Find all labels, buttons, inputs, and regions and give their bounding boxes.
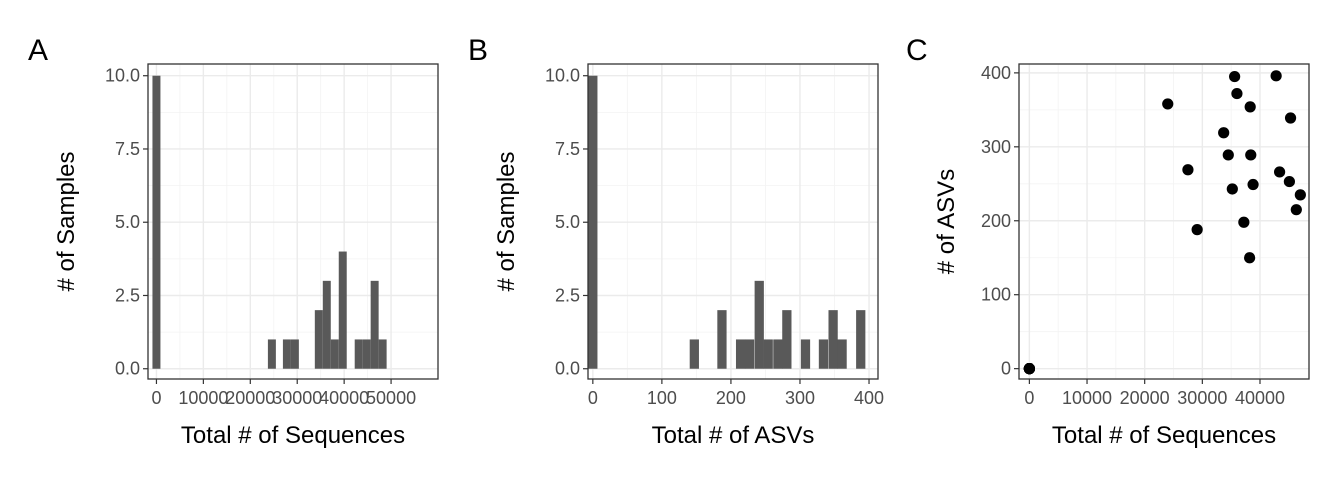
- x-tick-label: 400: [854, 388, 884, 408]
- histogram-bar: [362, 339, 371, 369]
- histogram-bar: [322, 280, 331, 369]
- histogram-bar: [744, 339, 755, 369]
- scatter-point: [1284, 112, 1297, 124]
- panel-border: [587, 63, 879, 380]
- x-tick-label: 10000: [1062, 388, 1112, 408]
- scatter-point: [1244, 252, 1256, 264]
- scatter-point: [1191, 224, 1203, 236]
- histogram-bar: [800, 339, 811, 369]
- y-tick-label: 2.5: [555, 285, 580, 305]
- scatter-point: [1226, 183, 1238, 195]
- x-tick-label: 0: [588, 388, 598, 408]
- scatter-point: [1023, 363, 1035, 375]
- y-tick-label: 5.0: [115, 212, 140, 232]
- histogram-bar: [828, 310, 838, 369]
- histogram-bar: [330, 339, 339, 369]
- scatter-point: [1247, 178, 1259, 191]
- histogram-bar: [354, 339, 363, 369]
- histogram-bar: [735, 339, 746, 369]
- x-tick-label: 20000: [225, 388, 275, 408]
- x-tick-label: 10000: [178, 388, 228, 408]
- histogram-bar: [290, 339, 299, 369]
- x-tick-label: 30000: [1177, 388, 1227, 408]
- y-tick-label: 7.5: [115, 139, 140, 159]
- scatter-point: [1290, 204, 1302, 216]
- histogram-bar: [689, 339, 699, 369]
- y-tick-label: 10.0: [545, 66, 580, 86]
- scatter-point: [1229, 70, 1241, 83]
- histogram-bar: [782, 310, 792, 369]
- x-axis-title: Total # of Sequences: [1052, 422, 1276, 449]
- histogram-bar: [378, 339, 387, 369]
- scatter-point: [1294, 189, 1306, 201]
- histogram-bar: [837, 339, 847, 369]
- histogram-bar: [314, 310, 323, 369]
- histogram-bar: [717, 310, 727, 369]
- scatter-point: [1218, 127, 1230, 139]
- x-tick-label: 50000: [366, 388, 416, 408]
- histogram-bar: [370, 280, 379, 369]
- y-tick-label: 2.5: [115, 285, 140, 305]
- y-tick-label: 100: [981, 285, 1011, 305]
- scatter-point: [1283, 175, 1295, 188]
- scatter-point: [1222, 149, 1234, 161]
- x-tick-label: 30000: [272, 388, 322, 408]
- y-axis-title: # of Samples: [53, 151, 80, 291]
- scatter-point: [1245, 149, 1257, 161]
- scatter-point: [1182, 164, 1194, 176]
- y-tick-label: 0.0: [115, 359, 140, 379]
- histogram-bar: [267, 339, 276, 369]
- panel-b: B 0 100 200 300 400 0.0 2.5 5.0 7.5 10.0 Total # of…: [468, 34, 884, 449]
- scatter-point: [1244, 101, 1256, 113]
- histogram-bar: [856, 310, 866, 369]
- histogram-bar: [338, 251, 347, 369]
- x-axis-title: Total # of ASVs: [652, 422, 815, 449]
- scatter-point: [1162, 98, 1174, 110]
- x-tick-label: 300: [785, 388, 815, 408]
- scatter-point: [1270, 70, 1282, 82]
- panel-c: C 0 10000 20000 30000 40000 0 100 200 300 400 Total…: [906, 34, 1310, 449]
- y-tick-label: 10.0: [105, 66, 140, 86]
- panel-letter: C: [906, 34, 928, 67]
- x-tick-label: 0: [1024, 388, 1034, 408]
- y-tick-label: 0: [1001, 359, 1011, 379]
- panel-letter: B: [468, 34, 488, 67]
- y-tick-label: 400: [981, 63, 1011, 83]
- x-tick-label: 100: [647, 388, 677, 408]
- histogram-bar: [754, 280, 764, 369]
- scatter-point: [1273, 166, 1286, 178]
- panel-border: [1018, 63, 1310, 380]
- y-tick-label: 200: [981, 211, 1011, 231]
- y-tick-label: 7.5: [555, 139, 580, 159]
- scatter-point: [1238, 216, 1250, 228]
- histogram-bar: [588, 75, 598, 369]
- x-tick-label: 40000: [319, 388, 369, 408]
- x-tick-label: 0: [151, 388, 161, 408]
- scatter-point: [1231, 87, 1243, 100]
- histogram-bar: [763, 339, 773, 369]
- y-tick-label: 5.0: [555, 212, 580, 232]
- x-tick-label: 20000: [1120, 388, 1170, 408]
- panel-border: [147, 63, 439, 380]
- panel-letter: A: [28, 34, 48, 67]
- y-tick-label: 0.0: [555, 359, 580, 379]
- x-axis-title: Total # of Sequences: [181, 422, 405, 449]
- histogram-bar: [818, 339, 829, 369]
- y-tick-label: 300: [981, 137, 1011, 157]
- histogram-bar: [152, 75, 161, 369]
- y-axis-title: # of ASVs: [933, 169, 960, 274]
- y-axis-title: # of Samples: [493, 151, 520, 291]
- histogram-bar: [282, 339, 291, 369]
- histogram-bar: [773, 339, 783, 369]
- x-tick-label: 200: [716, 388, 746, 408]
- x-tick-label: 40000: [1235, 388, 1285, 408]
